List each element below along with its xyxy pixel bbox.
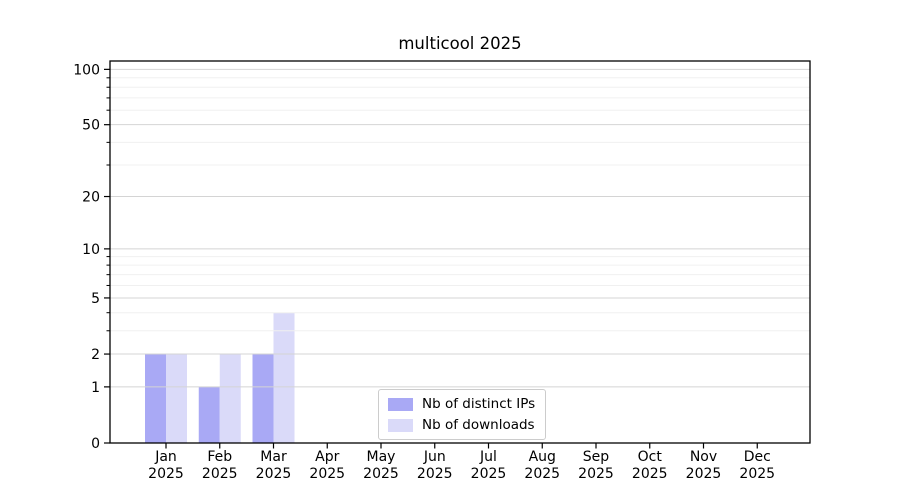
x-tick-label-month: Mar (260, 449, 287, 465)
legend-item-distinct-ips: Nb of distinct IPs (388, 396, 535, 412)
legend-swatch-downloads (388, 418, 413, 432)
x-tick-label-year: 2025 (309, 466, 345, 482)
legend-label-distinct-ips: Nb of distinct IPs (422, 396, 536, 412)
x-tick-label-year: 2025 (578, 466, 614, 482)
x-tick-label-month: Aug (529, 449, 556, 465)
x-tick-label-year: 2025 (148, 466, 184, 482)
x-tick-label-year: 2025 (202, 466, 238, 482)
x-tick-label-year: 2025 (256, 466, 292, 482)
bar-distinct-ips-jan (145, 354, 166, 443)
legend: Nb of distinct IPs Nb of downloads (378, 389, 547, 440)
x-tick-label-year: 2025 (471, 466, 507, 482)
bar-downloads-mar (273, 312, 295, 443)
x-tick-label-month: Oct (638, 449, 663, 465)
x-tick-label-month: Nov (690, 449, 717, 465)
chart-title: multicool 2025 (398, 34, 522, 53)
bar-downloads-feb (219, 354, 241, 443)
x-tick-label-month: Apr (315, 449, 339, 465)
x-tick-label-month: Dec (744, 449, 771, 465)
x-tick-label-month: May (367, 449, 396, 465)
x-tick-label-month: Jan (154, 449, 177, 465)
y-tick-label: 100 (73, 62, 100, 78)
legend-item-downloads: Nb of downloads (388, 417, 535, 433)
x-tick-label-year: 2025 (417, 466, 453, 482)
x-tick-label-month: Jun (423, 449, 446, 465)
y-tick-label: 2 (91, 347, 100, 363)
y-tick-label: 10 (82, 242, 100, 258)
bar-distinct-ips-mar (252, 354, 274, 443)
x-tick-label-month: Sep (583, 449, 610, 465)
y-tick-label: 50 (82, 118, 100, 134)
x-tick-label-year: 2025 (739, 466, 775, 482)
bar-distinct-ips-feb (198, 386, 220, 443)
x-tick-label-year: 2025 (632, 466, 668, 482)
y-tick-label: 20 (82, 190, 100, 206)
y-tick-label: 0 (91, 436, 100, 452)
x-tick-label-month: Jul (479, 449, 497, 465)
axes-frame (109, 60, 811, 444)
x-tick-label-year: 2025 (524, 466, 560, 482)
x-tick-label-year: 2025 (363, 466, 399, 482)
legend-label-downloads: Nb of downloads (422, 417, 535, 433)
y-tick-label: 5 (91, 291, 100, 307)
y-tick-label: 1 (91, 380, 100, 396)
x-tick-label-year: 2025 (686, 466, 722, 482)
bar-downloads-jan (166, 354, 187, 443)
x-tick-label-month: Feb (207, 449, 232, 465)
legend-swatch-distinct-ips (388, 397, 413, 411)
